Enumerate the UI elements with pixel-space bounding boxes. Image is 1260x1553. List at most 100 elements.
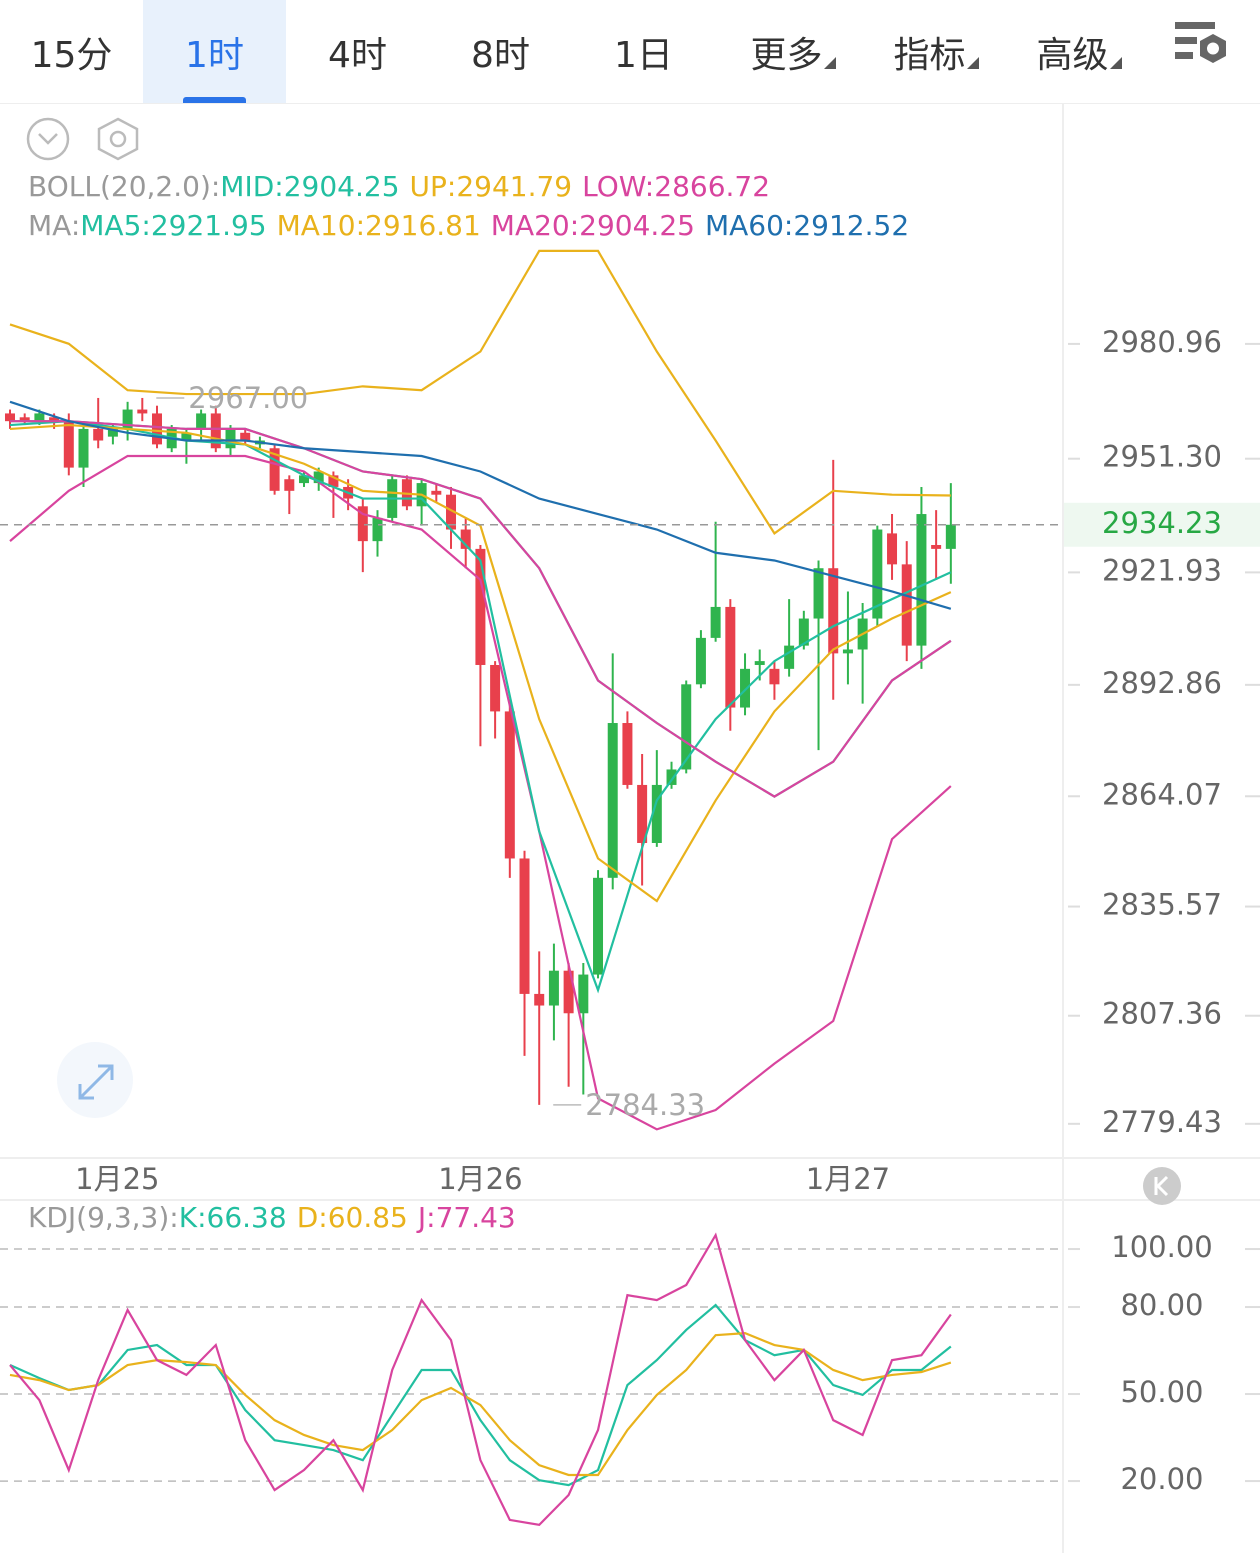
legend-name: MA10: [276, 209, 365, 242]
legend-value: 2941.79 [456, 170, 573, 203]
tab[interactable]: 1时 [143, 0, 286, 103]
tab-label: 1日 [614, 34, 673, 76]
y-tick-label: 2779.43 [1102, 1105, 1222, 1139]
candle-body [887, 533, 898, 565]
tab-label: 8时 [471, 34, 530, 76]
legend-item: MA20:2904.25 [491, 209, 695, 242]
legend-item: MA10:2916.81 [277, 209, 481, 242]
legend-value: 77.43 [435, 1201, 516, 1234]
candle-body [372, 517, 383, 542]
legend-value: 2916.81 [365, 209, 481, 242]
tab[interactable]: 15分 [0, 0, 143, 103]
tab[interactable]: 8时 [429, 0, 572, 103]
candle-body [299, 475, 310, 484]
candle-body [122, 409, 133, 429]
tab[interactable]: 指标 [858, 0, 1001, 103]
x-tick-label: 1月25 [75, 1162, 159, 1196]
candle-body [284, 479, 295, 491]
tab[interactable]: 更多 [715, 0, 858, 103]
tab[interactable]: 1日 [572, 0, 715, 103]
candle-body [695, 637, 706, 685]
tab[interactable]: 高级 [1001, 0, 1144, 103]
candle-body [196, 413, 207, 429]
legend-item: MA5:2921.95 [80, 209, 266, 242]
legend-item: J:77.43 [418, 1201, 516, 1234]
kdj-legend: KDJ(9,3,3):K:66.38 D:60.85 J:77.43 [28, 1201, 526, 1234]
candle-body [460, 529, 471, 549]
tab-label: 4时 [328, 34, 387, 76]
candle-body [328, 475, 339, 487]
candle-body [681, 684, 692, 770]
legend-item: K:66.38 [179, 1201, 287, 1234]
candle-body [49, 417, 60, 422]
kdj-line [9, 1332, 952, 1477]
candle-body [651, 784, 662, 843]
tab-label: 高级 [1036, 34, 1109, 76]
x-tick-label: 1月27 [806, 1162, 890, 1196]
collapse-icon[interactable] [26, 117, 70, 161]
legend-name: LOW: [582, 170, 655, 203]
current-price-label: 2934.23 [1102, 506, 1222, 540]
candle-body [769, 668, 780, 685]
indicator-line [9, 249, 951, 535]
dropdown-arrow [967, 57, 979, 69]
legend-item: MA60:2912.52 [705, 209, 909, 242]
candle-body [446, 494, 457, 530]
candle-body [225, 428, 236, 449]
candle-body [563, 970, 574, 1014]
dropdown-arrow [1110, 57, 1122, 69]
legend-item: MID:2904.25 [220, 170, 399, 203]
legend-name: MID: [220, 170, 284, 203]
kdj-line [9, 1232, 952, 1527]
y-tick-label: 2892.86 [1102, 666, 1222, 700]
candle-body [798, 618, 809, 646]
legend-name: J: [417, 1201, 436, 1234]
legend-value: 2904.25 [283, 170, 400, 203]
scroll-end-button[interactable] [1143, 1167, 1181, 1205]
settings-icon[interactable] [1175, 22, 1226, 63]
candle-body [901, 564, 912, 646]
candle-body [725, 606, 736, 708]
candle-body [842, 649, 853, 654]
y-tick-label: 2921.93 [1102, 553, 1222, 587]
legend-value: 2912.52 [793, 209, 910, 242]
candle-body [548, 970, 559, 1006]
candle-body [313, 471, 324, 484]
candle-body [519, 858, 530, 994]
candle-body [637, 784, 648, 843]
candle-body [240, 432, 251, 441]
candle-body [63, 421, 74, 468]
candle-body [578, 974, 589, 1014]
candle-body [78, 428, 89, 468]
candle-body [357, 506, 368, 542]
legend-value: 2921.95 [150, 209, 267, 242]
legend-item: D:60.85 [297, 1201, 408, 1234]
indicator-settings-icon[interactable] [97, 117, 139, 161]
y-tick-label: 2835.57 [1102, 888, 1222, 922]
legend-item: UP:2941.79 [410, 170, 573, 203]
legend-label: BOLL(20,2.0): [28, 170, 221, 203]
legend-name: K: [178, 1201, 207, 1234]
boll-legend: BOLL(20,2.0):MID:2904.25 UP:2941.79 LOW:28… [28, 170, 780, 203]
candle-body [945, 524, 956, 549]
candle-body [784, 645, 795, 669]
legend-name: MA60: [704, 209, 794, 242]
legend-name: MA20: [490, 209, 580, 242]
candle-body [813, 568, 824, 619]
indicator-line [9, 420, 952, 994]
kdj-line [9, 1303, 952, 1487]
legend-item: LOW:2866.72 [582, 170, 770, 203]
candle-body [916, 514, 927, 646]
candle-body [872, 529, 883, 619]
candle-body [490, 664, 501, 712]
candle-body [931, 545, 942, 549]
expand-button[interactable] [57, 1042, 133, 1118]
indicator-line [9, 400, 952, 610]
tab[interactable]: 4时 [286, 0, 429, 103]
tab-label: 指标 [893, 34, 966, 76]
candle-body [754, 661, 765, 665]
candle-body [269, 448, 280, 491]
y-tick-label: 80.00 [1120, 1288, 1203, 1322]
candle-body [431, 490, 442, 495]
